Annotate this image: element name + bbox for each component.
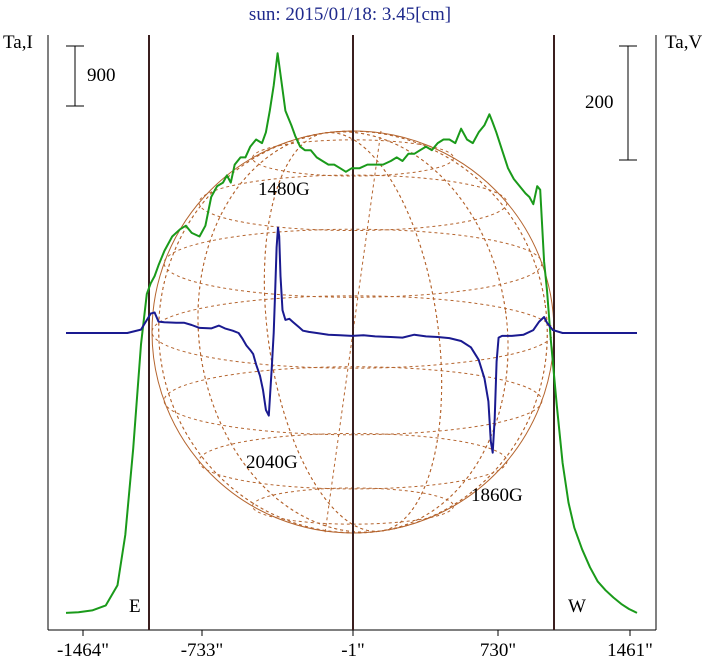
scale-bar-intensity-label: 900 [87,65,116,86]
polarization-series-line [66,226,637,454]
annotation-label: 1860G [471,485,523,506]
scale-bar-polarization [619,45,637,161]
chart-title: sun: 2015/01/18: 3.45[cm] [249,4,451,25]
longitude-line [197,131,509,533]
longitude-line [158,130,548,534]
annotation-label: 1480G [258,179,310,200]
x-tick-label: 730" [480,640,516,661]
limb-lines [148,35,555,630]
scale-bar-intensity [66,45,84,107]
x-tick-label: -1464" [57,640,109,661]
series-layer [65,52,638,614]
x-tick-label: -1" [341,640,365,661]
x-tick-label: -733" [181,640,224,661]
x-ticks: -1464" -733" -1" 730" 1461" [57,630,653,661]
west-limb-label: W [568,596,586,617]
right-axis-label: Ta,V [665,32,702,53]
intensity-series-line [65,52,638,614]
scale-bar-polarization-label: 200 [585,92,614,113]
longitude-line [263,132,443,532]
x-tick-label: 1461" [607,640,653,661]
longitude-line [324,130,382,534]
annotation-label: 2040G [246,452,298,473]
field-strength-annotations: 1480G 2040G 1860G [246,179,523,506]
east-limb-label: E [129,596,141,617]
left-axis-label: Ta,I [3,32,33,53]
